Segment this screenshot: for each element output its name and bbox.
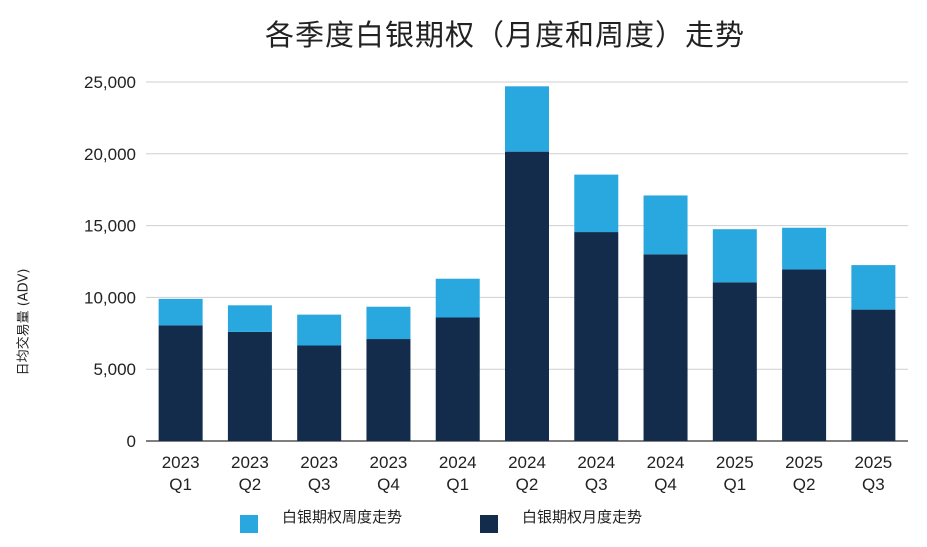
bar-monthly xyxy=(227,331,272,441)
x-tick-label-quarter: Q1 xyxy=(169,475,192,494)
bar-monthly xyxy=(297,345,342,441)
chart-title: 各季度白银期权（月度和周度）走势 xyxy=(264,18,745,52)
x-tick-label-quarter: Q1 xyxy=(446,475,469,494)
x-tick-label-quarter: Q2 xyxy=(239,475,262,494)
y-tick-label: 5,000 xyxy=(93,360,136,379)
x-tick-label-quarter: Q4 xyxy=(654,475,677,494)
bar-weekly xyxy=(227,305,272,332)
x-tick-label-quarter: Q3 xyxy=(862,475,885,494)
legend-label-monthly: 白银期权月度走势 xyxy=(522,508,643,526)
y-tick-label: 20,000 xyxy=(84,145,136,164)
bar-monthly xyxy=(574,232,619,441)
x-tick-label-year: 2024 xyxy=(577,453,615,472)
bar-monthly xyxy=(505,151,549,441)
bar-weekly xyxy=(712,229,757,283)
x-tick-label-year: 2024 xyxy=(647,453,685,472)
x-tick-label-year: 2024 xyxy=(439,453,477,472)
bar-monthly xyxy=(158,325,203,441)
x-tick-label-quarter: Q2 xyxy=(516,475,539,494)
y-tick-label: 0 xyxy=(127,432,136,451)
legend-label-weekly: 白银期权周度走势 xyxy=(282,508,403,526)
bar-monthly xyxy=(366,339,411,441)
x-tick-label-year: 2023 xyxy=(162,453,200,472)
legend: 白银期权周度走势 白银期权月度走势 xyxy=(0,506,927,536)
x-tick-label-quarter: Q3 xyxy=(585,475,608,494)
bar-weekly xyxy=(297,314,342,346)
x-tick-label-year: 2025 xyxy=(854,453,892,472)
x-tick-label-quarter: Q4 xyxy=(377,475,400,494)
legend-item-monthly: 白银期权月度走势 xyxy=(480,506,642,533)
x-tick-label-year: 2023 xyxy=(370,453,408,472)
bar-monthly xyxy=(643,254,688,441)
x-tick-label-year: 2023 xyxy=(300,453,338,472)
bar-monthly xyxy=(782,269,827,441)
y-tick-label: 25,000 xyxy=(84,73,136,92)
bar-weekly xyxy=(851,265,896,310)
bar-monthly xyxy=(435,317,480,441)
legend-swatch-weekly xyxy=(240,515,258,533)
x-tick-label-quarter: Q2 xyxy=(793,475,816,494)
x-tick-label-year: 2025 xyxy=(785,453,823,472)
bar-weekly xyxy=(505,86,549,152)
x-tick-label-quarter: Q3 xyxy=(308,475,331,494)
bar-weekly xyxy=(435,278,480,318)
legend-item-weekly: 白银期权周度走势 xyxy=(240,506,402,533)
legend-swatch-monthly xyxy=(480,515,498,533)
y-tick-label: 15,000 xyxy=(84,217,136,236)
x-tick-label-year: 2024 xyxy=(508,453,546,472)
bar-monthly xyxy=(851,309,896,441)
bar-monthly xyxy=(712,282,757,441)
bar-weekly xyxy=(158,298,203,326)
y-tick-label: 10,000 xyxy=(84,288,136,307)
bar-weekly xyxy=(782,227,827,270)
bar-weekly xyxy=(574,174,619,233)
bar-weekly xyxy=(643,195,688,255)
bar-weekly xyxy=(366,306,411,340)
x-tick-label-quarter: Q1 xyxy=(723,475,746,494)
x-tick-label-year: 2025 xyxy=(716,453,754,472)
x-tick-label-year: 2023 xyxy=(231,453,269,472)
